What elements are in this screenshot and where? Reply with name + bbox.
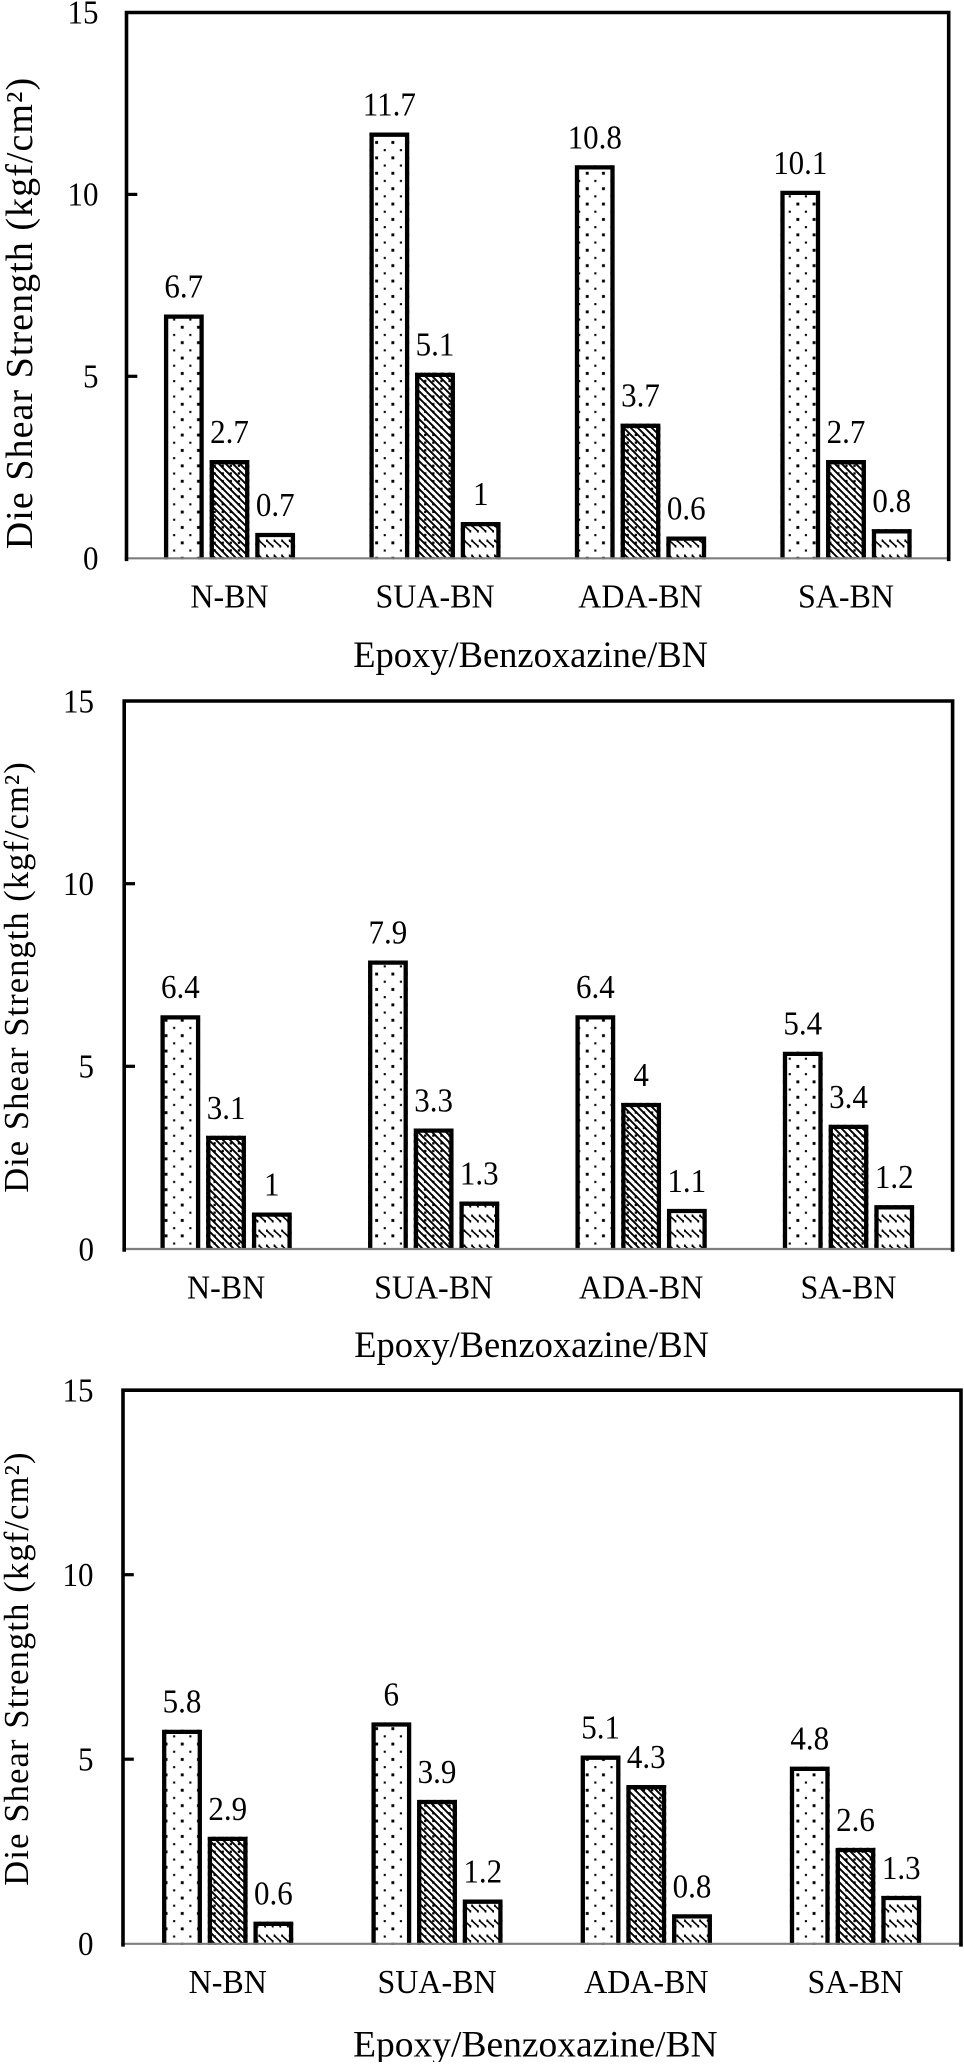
svg-text:5: 5 [78,1048,94,1086]
svg-text:0.7: 0.7 [256,486,295,524]
svg-text:5.1: 5.1 [581,1709,620,1747]
svg-text:4.8: 4.8 [790,1720,829,1758]
svg-text:1.2: 1.2 [463,1853,502,1891]
svg-text:ADA-BN: ADA-BN [578,578,702,616]
svg-text:N-BN: N-BN [189,1963,267,2001]
svg-text:4: 4 [633,1057,649,1095]
svg-text:2.7: 2.7 [827,414,866,452]
svg-text:ADA-BN: ADA-BN [584,1963,708,2001]
svg-text:15: 15 [63,683,94,721]
svg-text:15: 15 [63,1372,94,1410]
svg-text:5.4: 5.4 [783,1005,822,1043]
svg-text:SA-BN: SA-BN [801,1269,897,1307]
svg-text:0.8: 0.8 [872,483,911,521]
svg-text:Die Shear Strength (kgf/cm²): Die Shear Strength (kgf/cm²) [0,1451,36,1885]
svg-text:4.3: 4.3 [627,1739,666,1777]
svg-text:5: 5 [83,358,99,396]
svg-text:SUA-BN: SUA-BN [377,1963,496,2001]
svg-text:Die Shear Strength (kgf/cm²): Die Shear Strength (kgf/cm²) [0,761,36,1193]
svg-text:6: 6 [384,1676,400,1714]
svg-text:10: 10 [68,176,99,214]
svg-text:Die Shear Strength (kgf/cm²): Die Shear Strength (kgf/cm²) [0,77,41,549]
svg-text:SUA-BN: SUA-BN [375,578,494,616]
svg-text:Epoxy/Benzoxazine/BN: Epoxy/Benzoxazine/BN [354,1324,709,1365]
svg-text:SA-BN: SA-BN [798,578,894,616]
svg-text:2.6: 2.6 [836,1801,875,1839]
svg-text:Epoxy/Benzoxazine/BN: Epoxy/Benzoxazine/BN [353,2025,718,2063]
svg-text:10.1: 10.1 [773,144,827,182]
svg-text:15: 15 [68,0,99,32]
svg-text:1.3: 1.3 [460,1155,499,1193]
svg-text:5.8: 5.8 [163,1683,202,1721]
svg-text:ADA-BN: ADA-BN [579,1269,703,1307]
svg-text:10.8: 10.8 [568,119,622,157]
svg-text:N-BN: N-BN [190,578,268,616]
svg-text:0.6: 0.6 [667,490,706,528]
svg-text:0: 0 [83,540,99,578]
svg-text:7.9: 7.9 [369,914,408,952]
svg-text:1.2: 1.2 [875,1159,914,1197]
svg-text:SA-BN: SA-BN [808,1963,904,2001]
svg-text:N-BN: N-BN [187,1269,265,1307]
svg-text:0.6: 0.6 [254,1875,293,1913]
svg-text:3.3: 3.3 [414,1082,453,1120]
svg-text:3.1: 3.1 [207,1089,246,1127]
svg-text:6.4: 6.4 [161,969,200,1007]
svg-text:10: 10 [63,1557,94,1595]
svg-text:11.7: 11.7 [363,86,416,124]
svg-text:0: 0 [78,1926,94,1964]
svg-text:Epoxy/Benzoxazine/BN: Epoxy/Benzoxazine/BN [353,634,708,675]
svg-text:5.1: 5.1 [416,326,455,364]
svg-text:5: 5 [78,1741,94,1779]
svg-text:2.9: 2.9 [208,1790,247,1828]
svg-text:0.8: 0.8 [673,1868,712,1906]
svg-text:0: 0 [78,1231,94,1269]
svg-text:3.7: 3.7 [621,377,660,415]
svg-text:2.7: 2.7 [210,414,249,452]
svg-text:3.9: 3.9 [418,1754,457,1792]
svg-text:SUA-BN: SUA-BN [374,1269,493,1307]
svg-text:1: 1 [473,476,489,514]
svg-text:3.4: 3.4 [829,1078,868,1116]
svg-text:6.4: 6.4 [576,969,615,1007]
svg-text:1.1: 1.1 [667,1162,706,1200]
svg-text:6.7: 6.7 [164,268,203,306]
svg-text:1.3: 1.3 [882,1849,921,1887]
svg-text:10: 10 [63,866,94,904]
svg-text:1: 1 [264,1166,280,1204]
